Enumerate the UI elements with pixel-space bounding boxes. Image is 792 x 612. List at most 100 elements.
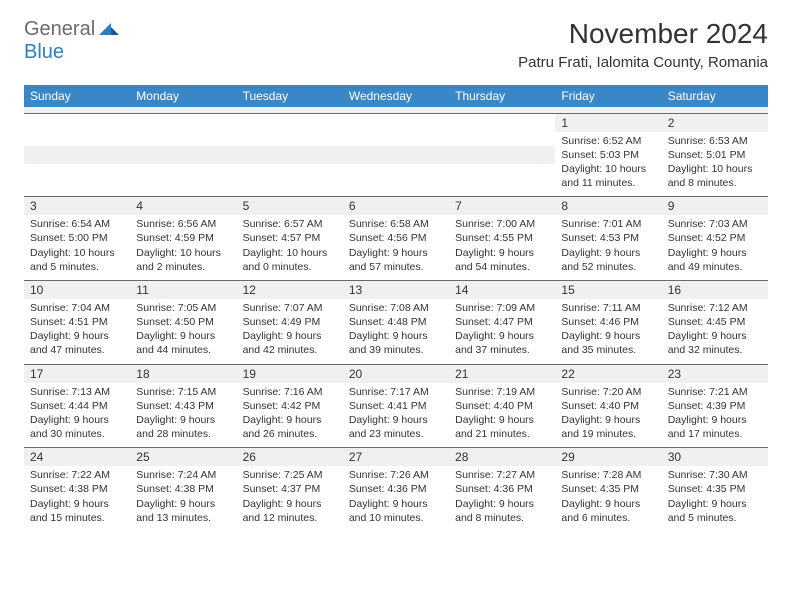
day-number: 25 [130, 448, 236, 466]
day-details: Sunrise: 6:54 AMSunset: 5:00 PMDaylight:… [30, 217, 124, 274]
day-number: 16 [662, 281, 768, 299]
day-cell: 24 Sunrise: 7:22 AMSunset: 4:38 PMDayligh… [24, 448, 130, 531]
day-details: Sunrise: 7:17 AMSunset: 4:41 PMDaylight:… [349, 385, 443, 442]
day-details: Sunrise: 7:04 AMSunset: 4:51 PMDaylight:… [30, 301, 124, 358]
day-details: Sunrise: 7:15 AMSunset: 4:43 PMDaylight:… [136, 385, 230, 442]
day-details: Sunrise: 7:25 AMSunset: 4:37 PMDaylight:… [243, 468, 337, 525]
month-title: November 2024 [518, 18, 768, 50]
weekday-header: Saturday [662, 85, 768, 107]
day-cell: 13Sunrise: 7:08 AMSunset: 4:48 PMDayligh… [343, 280, 449, 364]
day-cell: 17 Sunrise: 7:13 AMSunset: 4:44 PMDayligh… [24, 364, 130, 448]
calendar-body: 1 Sunrise: 6:52 AMSunset: 5:03 PMDaylight… [24, 113, 768, 531]
day-cell: 8 Sunrise: 7:01 AMSunset: 4:53 PMDaylight… [555, 197, 661, 281]
day-cell: 14Sunrise: 7:09 AMSunset: 4:47 PMDayligh… [449, 280, 555, 364]
day-cell: 19Sunrise: 7:16 AMSunset: 4:42 PMDayligh… [237, 364, 343, 448]
day-number: 14 [449, 281, 555, 299]
day-number: 22 [555, 365, 661, 383]
day-details: Sunrise: 6:58 AMSunset: 4:56 PMDaylight:… [349, 217, 443, 274]
day-cell: 26 Sunrise: 7:25 AMSunset: 4:37 PMDayligh… [237, 448, 343, 531]
day-number: 8 [555, 197, 661, 215]
logo-text-blue: Blue [24, 41, 64, 63]
day-details: Sunrise: 7:28 AMSunset: 4:35 PMDaylight:… [561, 468, 655, 525]
day-cell: 30 Sunrise: 7:30 AMSunset: 4:35 PMDayligh… [662, 448, 768, 531]
weekday-header: Tuesday [237, 85, 343, 107]
day-number: 13 [343, 281, 449, 299]
day-cell: 18 Sunrise: 7:15 AMSunset: 4:43 PMDayligh… [130, 364, 236, 448]
day-cell: 15 Sunrise: 7:11 AMSunset: 4:46 PMDayligh… [555, 280, 661, 364]
calendar-row: 1 Sunrise: 6:52 AMSunset: 5:03 PMDaylight… [24, 113, 768, 197]
day-number: 26 [237, 448, 343, 466]
day-number: 10 [24, 281, 130, 299]
day-number: 23 [662, 365, 768, 383]
day-cell: 10 Sunrise: 7:04 AMSunset: 4:51 PMDayligh… [24, 280, 130, 364]
title-block: November 2024 Patru Frati, Ialomita Coun… [518, 18, 768, 71]
empty-cell [343, 113, 449, 197]
day-details: Sunrise: 7:07 AMSunset: 4:49 PMDaylight:… [243, 301, 337, 358]
day-number: 18 [130, 365, 236, 383]
day-details: Sunrise: 6:52 AMSunset: 5:03 PMDaylight:… [561, 134, 655, 191]
day-details: Sunrise: 7:00 AMSunset: 4:55 PMDaylight:… [455, 217, 549, 274]
day-number: 24 [24, 448, 130, 466]
day-details: Sunrise: 7:11 AMSunset: 4:46 PMDaylight:… [561, 301, 655, 358]
day-details: Sunrise: 7:21 AMSunset: 4:39 PMDaylight:… [668, 385, 762, 442]
day-number: 28 [449, 448, 555, 466]
day-cell: 3Sunrise: 6:54 AMSunset: 5:00 PMDaylight… [24, 197, 130, 281]
empty-cell [237, 113, 343, 197]
day-number: 19 [237, 365, 343, 383]
day-number: 15 [555, 281, 661, 299]
day-details: Sunrise: 7:20 AMSunset: 4:40 PMDaylight:… [561, 385, 655, 442]
empty-daynum [449, 146, 555, 164]
day-cell: 23 Sunrise: 7:21 AMSunset: 4:39 PMDayligh… [662, 364, 768, 448]
day-number: 21 [449, 365, 555, 383]
weekday-header: Wednesday [343, 85, 449, 107]
calendar-row: 10 Sunrise: 7:04 AMSunset: 4:51 PMDayligh… [24, 280, 768, 364]
day-number: 27 [343, 448, 449, 466]
empty-daynum [24, 146, 130, 164]
calendar-row: 3Sunrise: 6:54 AMSunset: 5:00 PMDaylight… [24, 197, 768, 281]
day-number: 7 [449, 197, 555, 215]
day-details: Sunrise: 7:01 AMSunset: 4:53 PMDaylight:… [561, 217, 655, 274]
empty-cell [130, 113, 236, 197]
day-cell: 21Sunrise: 7:19 AMSunset: 4:40 PMDayligh… [449, 364, 555, 448]
day-details: Sunrise: 7:26 AMSunset: 4:36 PMDaylight:… [349, 468, 443, 525]
day-details: Sunrise: 7:13 AMSunset: 4:44 PMDaylight:… [30, 385, 124, 442]
logo: General Blue [24, 18, 119, 64]
empty-daynum [237, 146, 343, 164]
weekday-header: Friday [555, 85, 661, 107]
day-cell: 2Sunrise: 6:53 AMSunset: 5:01 PMDaylight… [662, 113, 768, 197]
day-cell: 28 Sunrise: 7:27 AMSunset: 4:36 PMDayligh… [449, 448, 555, 531]
day-number: 4 [130, 197, 236, 215]
day-details: Sunrise: 7:30 AMSunset: 4:35 PMDaylight:… [668, 468, 762, 525]
day-cell: 9Sunrise: 7:03 AMSunset: 4:52 PMDaylight… [662, 197, 768, 281]
weekday-header-row: Sunday Monday Tuesday Wednesday Thursday… [24, 85, 768, 107]
logo-text-general: General [24, 18, 95, 40]
day-cell: 1 Sunrise: 6:52 AMSunset: 5:03 PMDaylight… [555, 113, 661, 197]
day-number: 20 [343, 365, 449, 383]
day-details: Sunrise: 7:22 AMSunset: 4:38 PMDaylight:… [30, 468, 124, 525]
day-cell: 20 Sunrise: 7:17 AMSunset: 4:41 PMDayligh… [343, 364, 449, 448]
day-cell: 5Sunrise: 6:57 AMSunset: 4:57 PMDaylight… [237, 197, 343, 281]
location: Patru Frati, Ialomita County, Romania [518, 54, 768, 71]
empty-cell [449, 113, 555, 197]
weekday-header: Sunday [24, 85, 130, 107]
day-number: 29 [555, 448, 661, 466]
day-cell: 25 Sunrise: 7:24 AMSunset: 4:38 PMDayligh… [130, 448, 236, 531]
day-number: 17 [24, 365, 130, 383]
day-number: 30 [662, 448, 768, 466]
day-details: Sunrise: 7:24 AMSunset: 4:38 PMDaylight:… [136, 468, 230, 525]
weekday-header: Thursday [449, 85, 555, 107]
day-number: 1 [555, 114, 661, 132]
day-cell: 22 Sunrise: 7:20 AMSunset: 4:40 PMDayligh… [555, 364, 661, 448]
day-details: Sunrise: 7:05 AMSunset: 4:50 PMDaylight:… [136, 301, 230, 358]
calendar-row: 17 Sunrise: 7:13 AMSunset: 4:44 PMDayligh… [24, 364, 768, 448]
day-cell: 12Sunrise: 7:07 AMSunset: 4:49 PMDayligh… [237, 280, 343, 364]
day-details: Sunrise: 7:27 AMSunset: 4:36 PMDaylight:… [455, 468, 549, 525]
empty-cell [24, 113, 130, 197]
logo-icon [99, 18, 119, 40]
header: General Blue November 2024 Patru Frati, … [0, 0, 792, 75]
day-cell: 4Sunrise: 6:56 AMSunset: 4:59 PMDaylight… [130, 197, 236, 281]
day-cell: 27 Sunrise: 7:26 AMSunset: 4:36 PMDayligh… [343, 448, 449, 531]
calendar-table: Sunday Monday Tuesday Wednesday Thursday… [24, 85, 768, 531]
day-number: 2 [662, 114, 768, 132]
day-details: Sunrise: 7:03 AMSunset: 4:52 PMDaylight:… [668, 217, 762, 274]
